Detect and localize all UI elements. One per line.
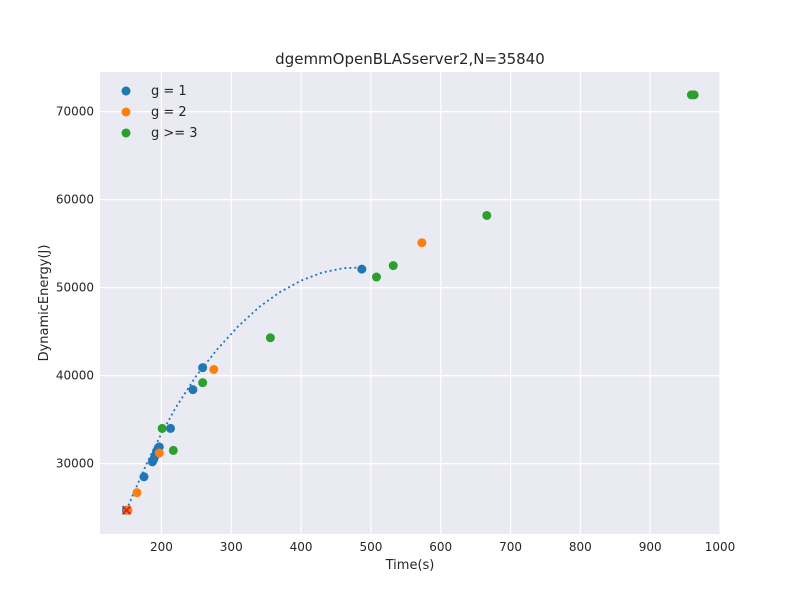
- legend-label-1: g = 1: [151, 84, 187, 99]
- point-series-2: [209, 364, 219, 374]
- x-tick-label: 800: [569, 540, 592, 554]
- legend-label-2: g = 2: [151, 105, 187, 120]
- y-tick-label: 30000: [56, 457, 94, 471]
- x-tick-label: 500: [359, 540, 382, 554]
- y-axis-label: DynamicEnergy(J): [37, 245, 52, 362]
- legend-swatch-3: [121, 128, 131, 138]
- y-tick-label: 40000: [56, 369, 94, 383]
- data-points: [121, 90, 699, 515]
- legend: g = 1 g = 2 g >= 3: [121, 84, 198, 141]
- x-tick-label: 700: [499, 540, 522, 554]
- y-tick-label: 50000: [56, 281, 94, 295]
- point-series-3: [157, 423, 167, 433]
- fit-curve: [125, 266, 362, 511]
- plot-background: [100, 72, 720, 534]
- point-series-1: [188, 385, 198, 395]
- point-series-3: [689, 90, 699, 100]
- fit-curve-line: [125, 266, 362, 511]
- legend-swatch-2: [121, 107, 131, 117]
- chart-title: dgemmOpenBLASserver2,N=35840: [275, 50, 545, 68]
- point-series-3: [198, 378, 208, 388]
- point-series-1: [198, 363, 208, 373]
- point-series-1: [139, 472, 149, 482]
- x-tick-labels: 200 300 400 500 600 700 800 900 1000: [150, 540, 735, 554]
- y-tick-label: 70000: [56, 105, 94, 119]
- optimal-point-marker: [121, 505, 132, 515]
- legend-swatch-1: [121, 86, 131, 96]
- point-series-2: [132, 488, 142, 498]
- point-series-2: [417, 238, 427, 248]
- x-tick-label: 600: [429, 540, 452, 554]
- point-series-3: [388, 261, 398, 271]
- grid-lines: [100, 72, 721, 534]
- x-tick-label: 300: [220, 540, 243, 554]
- y-tick-label: 60000: [56, 193, 94, 207]
- x-tick-label: 900: [639, 540, 662, 554]
- point-series-3: [482, 210, 492, 220]
- point-series-3: [168, 445, 178, 455]
- point-series-1: [357, 264, 367, 274]
- point-series-1: [154, 442, 164, 452]
- point-series-1: [166, 423, 176, 433]
- point-series-3: [265, 333, 275, 343]
- legend-label-3: g >= 3: [151, 126, 198, 141]
- point-series-3: [371, 272, 381, 282]
- x-tick-label: 200: [150, 540, 173, 554]
- y-tick-labels: 30000 40000 50000 60000 70000: [56, 105, 94, 471]
- x-tick-label: 1000: [705, 540, 736, 554]
- point-series-2: [154, 448, 164, 458]
- x-tick-label: 400: [290, 540, 313, 554]
- x-axis-label: Time(s): [385, 558, 435, 573]
